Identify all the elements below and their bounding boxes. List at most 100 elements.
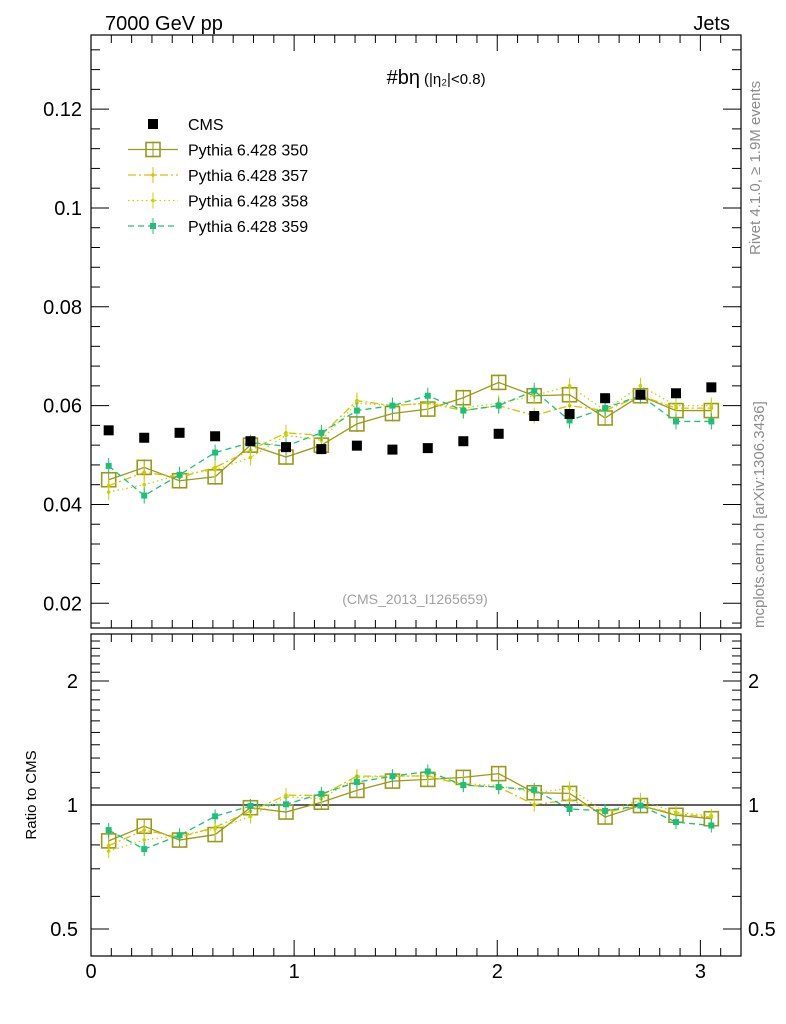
series-0-point [387, 444, 398, 455]
series-3-ratio [106, 768, 714, 859]
series-0-point [103, 425, 114, 436]
series-3-main [106, 377, 714, 501]
series-4-point [141, 492, 148, 499]
series-3-point [248, 455, 253, 460]
legend-marker [148, 119, 158, 129]
series-4-ratio-point [247, 802, 254, 809]
ratio-y-tick-label: 0.5 [748, 919, 776, 941]
series-3-point [284, 433, 288, 438]
series-3-point [709, 403, 714, 408]
legend-marker [145, 141, 161, 158]
series-4-ratio-point [176, 832, 183, 839]
series-4-ratio [105, 764, 715, 857]
series-4-point [531, 387, 538, 394]
series-2-ratio-line [108, 775, 712, 847]
legend: CMS Pythia 6.428 350 Pythia 6.428 357 Pythi… [128, 117, 308, 236]
legend-item: Pythia 6.428 358 [128, 192, 308, 211]
analysis-watermark: (CMS_2013_I1265659) [342, 591, 488, 607]
series-4-point [176, 471, 183, 478]
legend-label: CMS [188, 117, 224, 134]
series-0-point [600, 393, 611, 404]
series-4-ratio-point [212, 813, 219, 820]
series-4-point [602, 405, 609, 412]
series-3-ratio-point [142, 838, 147, 842]
series-4-ratio-point [424, 768, 431, 775]
ratio-panel-frame [90, 633, 742, 957]
series-4-ratio-point [495, 784, 502, 791]
series-4-main [105, 382, 715, 504]
legend-label: Pythia 6.428 358 [188, 194, 308, 211]
series-0-point [210, 431, 221, 442]
series-1-ratio-line [108, 772, 712, 842]
series-3-ratio-point [106, 849, 111, 853]
series-3-line [108, 385, 712, 493]
series-3-point [213, 468, 217, 472]
series-3-point [106, 490, 111, 494]
series-3-ratio-point [567, 786, 572, 791]
x-tick-label: 2 [492, 961, 503, 983]
series-0-point [671, 388, 681, 399]
series-0-point [245, 436, 256, 447]
ratio-panel: 0.5 0.5 1 1 2 2 Ratio to CMS [23, 633, 776, 957]
series-2-ratio-point [532, 802, 537, 807]
series-0-point [564, 409, 575, 420]
series-0-point [281, 442, 291, 453]
series-0-point [174, 427, 185, 438]
ratio-y-tick-label: 2 [748, 671, 759, 693]
main-panel: 0.02 0.04 0.06 0.08 0.1 0.12 #bη (|η₂|<0.8) (… [43, 34, 742, 629]
series-1-point [490, 374, 507, 391]
legend-label: Pythia 6.428 350 [188, 143, 308, 160]
series-3-point [567, 384, 572, 388]
ratio-y-tick-label: 1 [67, 795, 78, 817]
series-4-point [673, 418, 679, 425]
series-2-point [567, 403, 572, 408]
header-left-title: 7000 GeV pp [105, 13, 223, 35]
ratio-y-tick-label: 1 [748, 795, 759, 817]
series-3-ratio-point [284, 795, 288, 799]
x-tick-label: 0 [85, 961, 96, 983]
series-3-point [674, 403, 678, 408]
legend-item: Pythia 6.428 350 [128, 141, 308, 160]
series-1-line [108, 381, 712, 482]
y-tick-label: 0.02 [43, 593, 82, 615]
series-4-point [495, 402, 502, 409]
series-4-ratio-point [141, 846, 148, 853]
y-tick-label: 0.06 [43, 396, 82, 418]
series-3-ratio-line [108, 775, 712, 852]
legend-item: Pythia 6.428 357 [128, 167, 308, 185]
series-4-ratio-line [108, 770, 712, 850]
y-tick-label: 0.08 [43, 297, 82, 319]
mcplots-label: mcplots.cern.ch [arXiv:1306.3436] [751, 401, 768, 628]
y-tick-label: 0.04 [43, 494, 82, 516]
series-2-ratio [106, 768, 714, 853]
chart-title-condition: (|η₂|<0.8) [424, 71, 486, 88]
series-2-ratio-point [567, 798, 572, 802]
series-4-point [424, 392, 431, 399]
y-tick-label: 0.12 [43, 99, 82, 121]
chart-title: #bη [387, 67, 420, 89]
legend-marker [151, 173, 155, 177]
series-3-point [638, 384, 643, 388]
series-4-ratio-point [105, 827, 112, 834]
series-0-point [493, 428, 504, 439]
series-3-point [142, 482, 147, 487]
series-4-ratio-point [637, 802, 644, 809]
series-3-ratio-point [709, 813, 714, 818]
series-1-main [100, 374, 720, 489]
series-4-point [353, 407, 360, 414]
series-0-point [422, 443, 433, 454]
series-4-point [389, 402, 396, 409]
series-4-ratio-point [566, 806, 573, 813]
legend-item: CMS [148, 117, 224, 134]
series-4-point [212, 449, 219, 456]
series-0-point [529, 411, 540, 422]
series-4-ratio-point [708, 822, 715, 829]
ratio-y-tick-label: 0.5 [50, 919, 78, 941]
x-tick-label: 1 [289, 961, 300, 983]
series-4-ratio-point [460, 782, 467, 789]
ratio-y-axis-label: Ratio to CMS [23, 750, 40, 839]
rivet-label: Rivet 4.1.0, ≥ 1.9M events [747, 81, 764, 255]
series-2-point [142, 470, 147, 475]
series-4-ratio-point [283, 801, 289, 808]
